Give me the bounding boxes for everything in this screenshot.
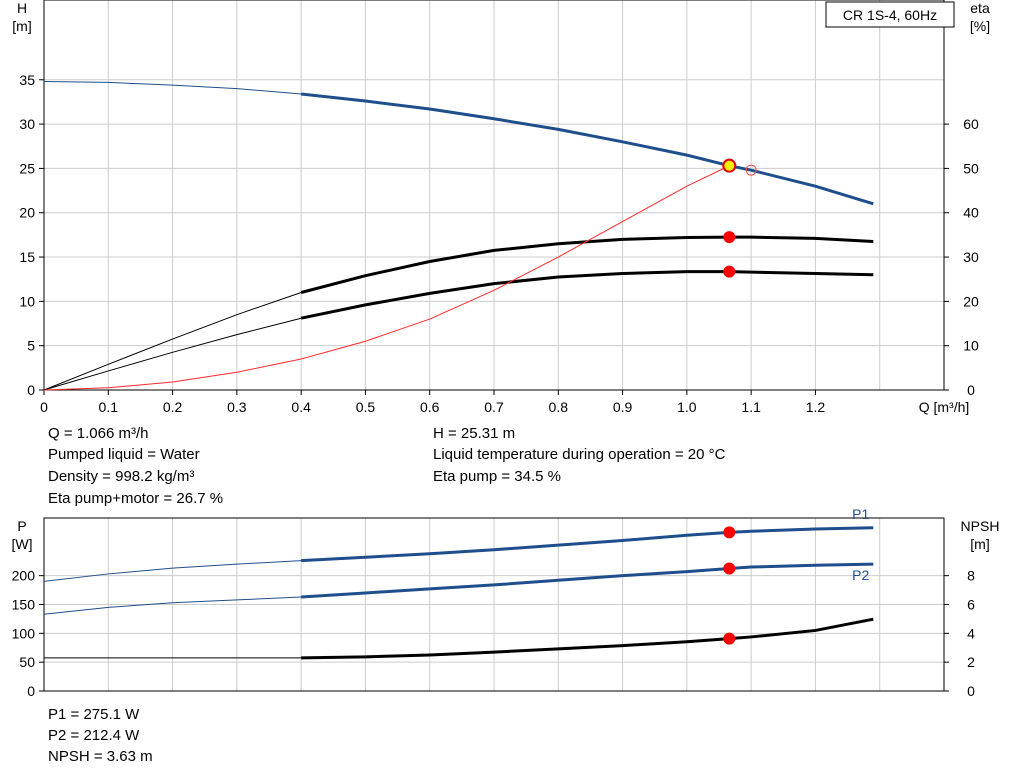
panel1-xtick-label: 0.9 bbox=[613, 399, 633, 415]
info-pumped-liquid: Pumped liquid = Water bbox=[48, 446, 200, 463]
panel1-y2tick-label: 0 bbox=[967, 382, 975, 398]
panel2-ytick-label: 50 bbox=[19, 654, 35, 670]
panel1-xtick-label: 0 bbox=[40, 399, 48, 415]
panel1-duty-point bbox=[723, 265, 736, 278]
panel1-y2tick-label: 30 bbox=[963, 249, 979, 265]
panel1-xtick-label: 0.6 bbox=[420, 399, 440, 415]
panel2-series-p2-thin bbox=[43, 596, 302, 615]
panel1-ytick-label: 10 bbox=[19, 293, 35, 309]
panel2-series-p2-thick bbox=[301, 562, 874, 599]
panel1-xtick-label: 0.7 bbox=[484, 399, 504, 415]
panel1-y2tick-label: 10 bbox=[963, 338, 979, 354]
panel2-y2tick-label: 4 bbox=[967, 625, 975, 641]
panel1-ytick-label: 30 bbox=[19, 116, 35, 132]
panel2-duty-point bbox=[723, 562, 736, 575]
panel1-y2tick-label: 20 bbox=[963, 293, 979, 309]
panel1-xtick-label: 1.0 bbox=[677, 399, 697, 415]
panel1-y2tick-label: 40 bbox=[963, 205, 979, 221]
panel1-xtick-label: 1.1 bbox=[741, 399, 761, 415]
panel1-xlabel: Q [m³/h] bbox=[919, 399, 970, 415]
panel1-title: CR 1S-4, 60Hz bbox=[843, 7, 937, 23]
info-liquid-temperature: Liquid temperature during operation = 20… bbox=[433, 446, 726, 463]
panel2-y2tick-label: 2 bbox=[967, 654, 975, 670]
panel1-y2label-0: eta bbox=[970, 0, 990, 16]
panel1-xtick-label: 0.4 bbox=[291, 399, 311, 415]
panel2-y2label-1: [m] bbox=[970, 536, 989, 552]
panel1-xtick-label: 0.8 bbox=[549, 399, 569, 415]
info-eta-pump: Eta pump = 34.5 % bbox=[433, 468, 561, 485]
panel1-ytick-label: 15 bbox=[19, 249, 35, 265]
panel1-xtick-label: 0.2 bbox=[163, 399, 183, 415]
panel2-series-p1-label: P1 bbox=[852, 506, 869, 522]
panel1-ytick-label: 0 bbox=[27, 382, 35, 398]
panel1-series-1-thin bbox=[43, 292, 302, 391]
info-head: H = 25.31 m bbox=[433, 425, 516, 442]
panel1-series-1-thick bbox=[300, 235, 874, 294]
panel2-series-p2-label: P2 bbox=[852, 567, 869, 583]
panel1-y2label-1: [%] bbox=[970, 18, 990, 34]
panel1-best-efficiency-point bbox=[745, 164, 757, 176]
panel1-y2tick-label: 50 bbox=[963, 160, 979, 176]
panel2-y2label-0: NPSH bbox=[961, 518, 1000, 534]
panel1-duty-point bbox=[723, 231, 736, 244]
panel1-xtick-label: 1.2 bbox=[806, 399, 826, 415]
panel1-series-0-thick bbox=[300, 92, 874, 206]
info-density: Density = 998.2 kg/m³ bbox=[48, 468, 195, 485]
panel1-operating-point bbox=[722, 158, 737, 173]
panel1-ytick-label: 25 bbox=[19, 160, 35, 176]
panel1-ytick-label: 35 bbox=[19, 72, 35, 88]
panel1-series-2-thick bbox=[300, 270, 874, 320]
panel1-xtick-label: 0.3 bbox=[227, 399, 247, 415]
panel2-ylabel-0: P bbox=[17, 518, 26, 534]
panel2-duty-point bbox=[723, 526, 736, 539]
panel2-ytick-label: 200 bbox=[12, 568, 36, 584]
info-q: Q = 1.066 m³/h bbox=[48, 425, 149, 442]
panel2-ytick-label: 100 bbox=[12, 625, 36, 641]
panel1-ylabel-1: [m] bbox=[12, 18, 31, 34]
panel1-xtick-label: 0.5 bbox=[356, 399, 376, 415]
panel1-y2tick-label: 60 bbox=[963, 116, 979, 132]
panel2-series-2-thick bbox=[301, 617, 874, 660]
panel1-ytick-label: 5 bbox=[27, 338, 35, 354]
info-p2: P2 = 212.4 W bbox=[48, 727, 140, 744]
panel2-y2tick-label: 6 bbox=[967, 597, 975, 613]
panel1-ytick-label: 20 bbox=[19, 205, 35, 221]
panel1-title-box bbox=[825, 1, 955, 28]
info-eta-pump-motor: Eta pump+motor = 26.7 % bbox=[48, 490, 224, 507]
info-p1: P1 = 275.1 W bbox=[48, 706, 140, 723]
panel1-ylabel-0: H bbox=[17, 0, 27, 16]
panel1-series-0-thin bbox=[43, 81, 302, 95]
info-npsh: NPSH = 3.63 m bbox=[48, 748, 153, 765]
panel2-ylabel-1: [W] bbox=[12, 536, 33, 552]
panel2-y2tick-label: 8 bbox=[967, 568, 975, 584]
panel2-ytick-label: 0 bbox=[27, 683, 35, 699]
panel2-y2tick-label: 0 bbox=[967, 683, 975, 699]
panel2-duty-point bbox=[723, 632, 736, 645]
panel1-series-3-line bbox=[43, 165, 730, 391]
panel1-series-2-thin bbox=[43, 317, 302, 391]
panel2-series-p1-thin bbox=[43, 560, 302, 582]
panel2-ytick-label: 150 bbox=[12, 597, 36, 613]
panel2-series-p1-thick bbox=[301, 526, 874, 563]
panel1-xtick-label: 0.1 bbox=[99, 399, 119, 415]
